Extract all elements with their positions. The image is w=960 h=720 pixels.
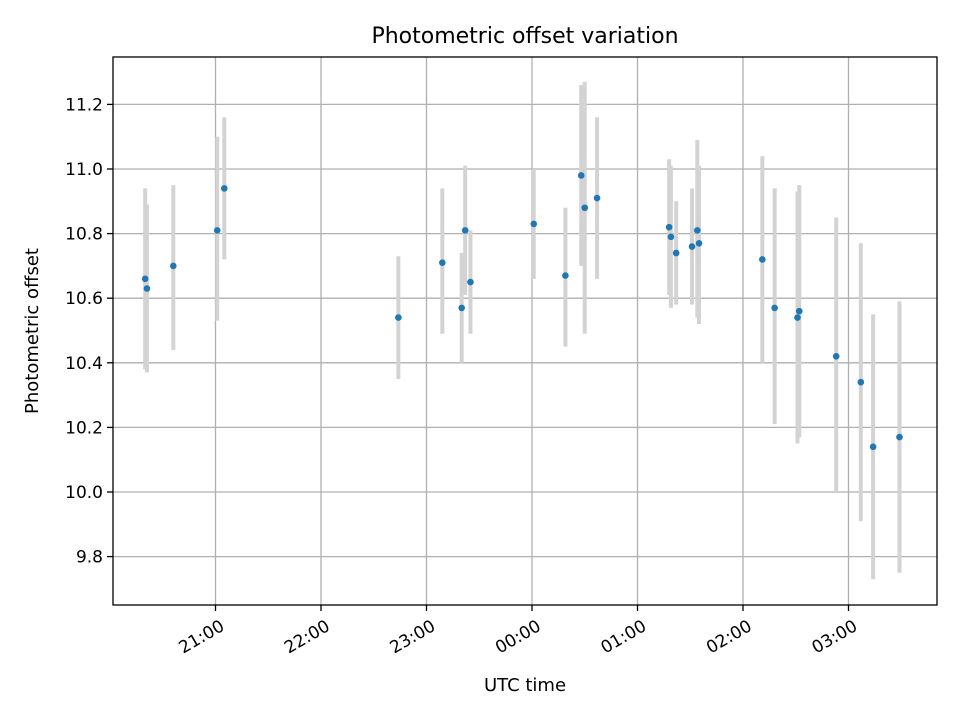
data-point [832,353,840,360]
data-point [141,275,149,283]
y-axis: 9.8 10.0 10.2 10.4 10.6 10.8 11.0 11.2 [65,95,113,568]
data-point [667,233,675,241]
y-axis-label: Photometric offset [22,248,43,414]
data-points [141,172,903,451]
data-point [577,172,585,179]
plot-area-frame [112,56,938,606]
data-point [665,223,673,231]
data-point [759,256,766,263]
data-point [220,185,228,192]
data-point [688,243,696,250]
data-point [593,194,601,202]
y-tick-label: 11.0 [65,160,103,180]
data-point [461,227,469,234]
data-point [869,443,877,451]
data-point [458,304,465,312]
data-point [467,278,474,286]
data-point [795,307,803,315]
y-tick-label: 10.2 [65,418,103,438]
data-point [771,304,778,312]
x-axis-label: UTC time [484,675,566,696]
data-point [896,433,903,441]
y-tick-label: 9.8 [76,548,103,568]
data-point [562,272,569,279]
data-point [857,378,865,386]
y-tick-label: 10.0 [65,483,103,503]
y-tick-label: 11.2 [65,95,103,115]
y-tick-label: 10.6 [65,289,103,309]
y-tick-label: 10.4 [65,354,103,374]
data-point [143,285,151,292]
y-tick-label: 10.8 [65,225,103,245]
data-point [693,227,701,234]
data-point [530,220,538,228]
data-point [794,314,801,321]
data-point [439,259,446,266]
data-point [213,227,221,234]
data-point [395,314,402,321]
data-point [581,204,589,212]
data-point [695,239,703,247]
data-point [170,262,177,270]
data-point [672,249,680,257]
chart-title: Photometric offset variation [371,24,678,49]
